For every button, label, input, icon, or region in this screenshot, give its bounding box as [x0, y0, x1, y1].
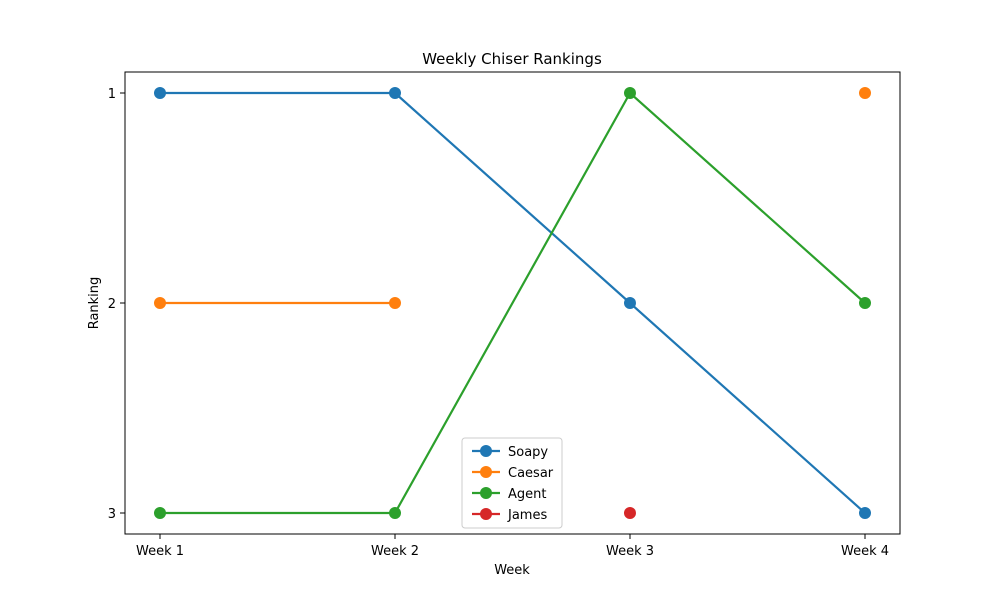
legend-label-james: James [507, 508, 547, 523]
series-soapy [154, 87, 871, 519]
x-axis-label: Week [494, 563, 530, 578]
data-point-james [624, 507, 636, 519]
legend-entry-james: James [472, 508, 547, 523]
axes: Week 1 Week 2 Week 3 Week 4 1 2 3 [108, 87, 889, 559]
legend-label-soapy: Soapy [508, 445, 548, 460]
y-tick-label: 2 [108, 297, 116, 312]
legend-label-caesar: Caesar [508, 466, 554, 481]
data-point-soapy [389, 87, 401, 99]
legend-marker-caesar [480, 466, 492, 478]
data-point-agent [154, 507, 166, 519]
plot-area [154, 87, 871, 519]
x-tick-label: Week 4 [841, 544, 889, 559]
legend-box [461, 437, 563, 529]
y-axis-label: Ranking [87, 277, 102, 330]
legend: Soapy Caesar Agent James [461, 437, 563, 529]
data-point-soapy [154, 87, 166, 99]
legend-marker-agent [480, 487, 492, 499]
legend-entry-agent: Agent [472, 487, 546, 502]
y-tick-label: 1 [108, 87, 116, 102]
legend-marker-james [480, 508, 492, 520]
x-tick-label: Week 1 [136, 544, 184, 559]
y-tick-label: 3 [108, 507, 116, 522]
data-point-soapy [624, 297, 636, 309]
legend-marker-soapy [480, 445, 492, 457]
legend-entry-soapy: Soapy [472, 445, 548, 460]
legend-entry-caesar: Caesar [472, 466, 554, 481]
data-point-soapy [859, 507, 871, 519]
data-point-agent [624, 87, 636, 99]
data-point-caesar [859, 87, 871, 99]
x-tick-label: Week 3 [606, 544, 654, 559]
data-point-agent [389, 507, 401, 519]
series-james [624, 507, 636, 519]
chart-title: Weekly Chiser Rankings [422, 50, 602, 68]
series-line-soapy [160, 91, 866, 514]
series-agent [154, 87, 871, 519]
legend-label-agent: Agent [508, 487, 546, 502]
data-point-caesar [154, 297, 166, 309]
series-caesar [154, 87, 871, 309]
data-point-caesar [389, 297, 401, 309]
data-point-agent [859, 297, 871, 309]
series-line-agent [160, 91, 866, 515]
x-tick-label: Week 2 [371, 544, 419, 559]
